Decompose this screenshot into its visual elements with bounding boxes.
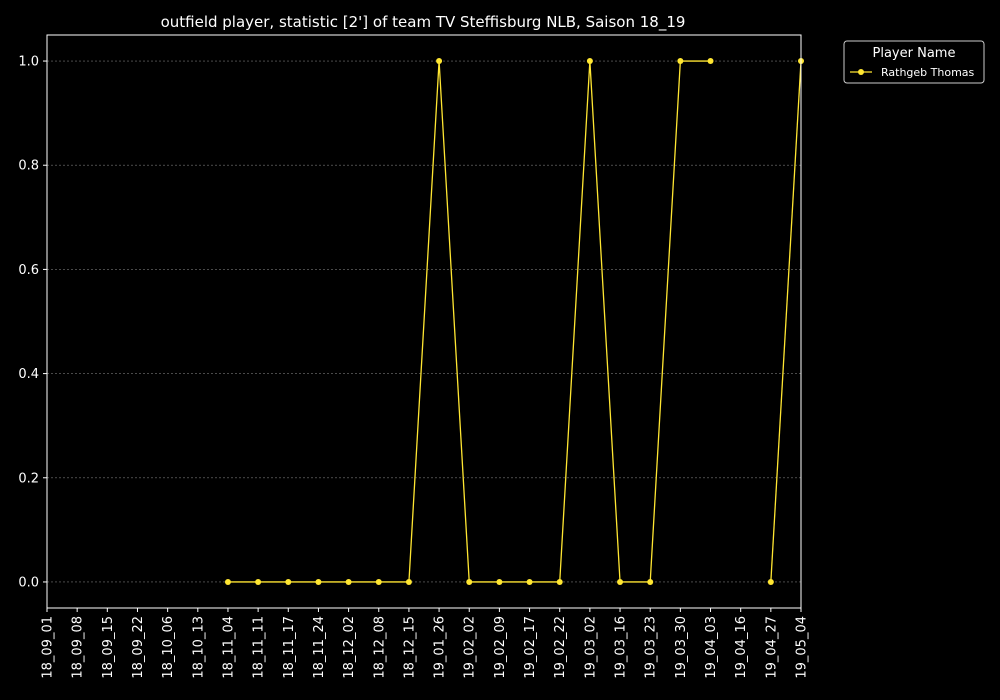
x-tick-label: 18_10_13 [191, 616, 206, 679]
data-point [647, 578, 654, 585]
data-point [767, 578, 774, 585]
data-point [285, 578, 292, 585]
y-tick-label: 0.0 [18, 575, 39, 590]
data-point [677, 58, 684, 65]
x-tick-label: 18_12_08 [372, 616, 387, 679]
data-point [405, 578, 412, 585]
x-tick-label: 18_09_08 [71, 616, 86, 679]
series-line [770, 61, 802, 582]
plot-frame [46, 34, 802, 609]
data-point [224, 578, 231, 585]
x-tick-label: 19_04_16 [734, 616, 749, 679]
x-tick-label: 18_11_17 [282, 616, 297, 679]
x-tick-label: 18_12_02 [342, 616, 357, 679]
x-axis: 18_09_01 18_09_08 18_09_15 18_09_22 18_10_06… [41, 608, 810, 679]
x-tick-label: 18_09_15 [101, 616, 116, 679]
x-tick-label: 18_09_01 [41, 616, 56, 679]
y-tick-label: 0.2 [18, 471, 39, 486]
x-tick-label: 19_02_09 [493, 616, 508, 679]
series-line [227, 60, 711, 583]
data-point [375, 578, 382, 585]
y-tick-label: 0.4 [18, 367, 39, 382]
x-tick-label: 19_02_17 [523, 616, 538, 679]
y-tick-label: 0.6 [18, 263, 39, 278]
data-point [345, 578, 352, 585]
data-point [436, 58, 443, 65]
y-tick-label: 1.0 [18, 55, 39, 70]
data-point [707, 58, 714, 65]
x-tick-label: 18_09_22 [131, 616, 146, 679]
y-axis: 0.0 0.2 0.4 0.6 0.8 1.0 [18, 55, 47, 590]
x-tick-label: 19_03_02 [583, 616, 598, 679]
data-point [466, 578, 473, 585]
y-tick-label: 0.8 [18, 159, 39, 174]
x-tick-label: 19_05_04 [795, 616, 810, 679]
data-point [255, 578, 262, 585]
data-point [315, 578, 322, 585]
x-tick-label: 18_11_24 [312, 616, 327, 679]
legend-title: Player Name [873, 46, 956, 61]
data-point [617, 578, 624, 585]
x-tick-label: 19_02_22 [553, 616, 568, 679]
x-tick-label: 19_03_16 [614, 616, 629, 679]
x-tick-label: 18_10_06 [161, 616, 176, 679]
x-tick-label: 19_03_30 [674, 616, 689, 679]
series-lines [224, 58, 804, 585]
x-tick-label: 19_04_27 [764, 616, 779, 679]
x-tick-label: 18_11_04 [221, 616, 236, 679]
x-tick-label: 19_03_23 [644, 616, 659, 679]
x-tick-label: 19_01_26 [433, 616, 448, 679]
data-point [496, 578, 503, 585]
legend: Player Name Rathgeb Thomas [843, 40, 985, 84]
data-point [586, 58, 593, 65]
data-point [556, 578, 563, 585]
x-tick-label: 19_04_03 [704, 616, 719, 679]
data-point [526, 578, 533, 585]
legend-box [843, 40, 985, 84]
legend-entry-label: Rathgeb Thomas [881, 66, 975, 79]
x-tick-label: 18_12_15 [402, 616, 417, 679]
legend-swatch-marker [858, 69, 864, 75]
chart-title: outfield player, statistic [2'] of team … [161, 13, 686, 32]
x-tick-label: 18_11_11 [252, 616, 267, 679]
grid-lines [47, 60, 801, 583]
x-tick-label: 19_02_02 [463, 616, 478, 679]
